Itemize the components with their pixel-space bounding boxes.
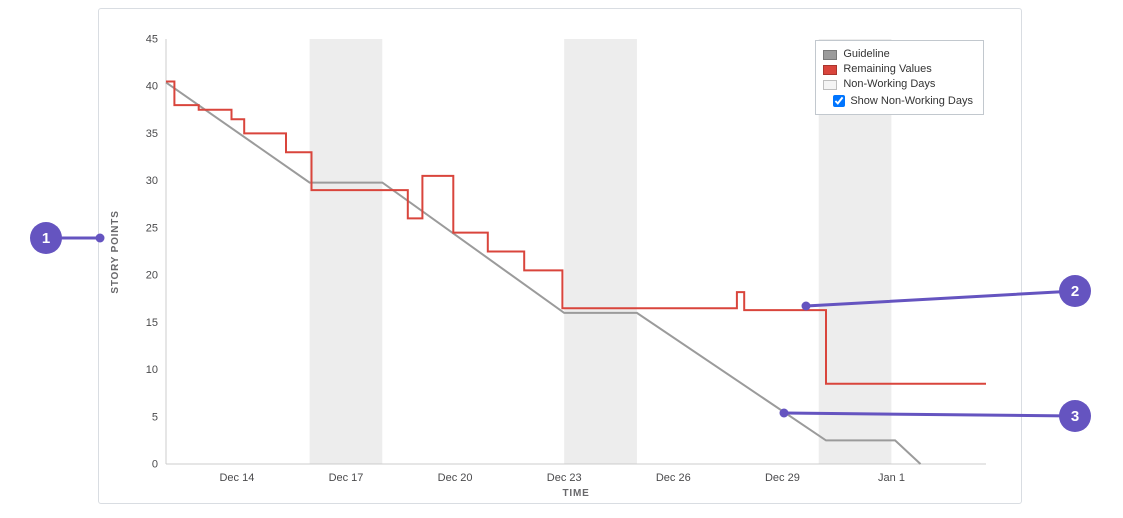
y-tick-label: 45	[146, 34, 158, 46]
burndown-chart: 0 5 10 15 20 25 30 35 40 45 Dec 14 Dec 17 Dec 20 Dec …	[110, 34, 986, 499]
guideline-line	[165, 81, 922, 465]
guideline-swatch	[823, 49, 838, 60]
y-tick-label: 40	[146, 81, 158, 93]
non-working-day-bands	[309, 39, 892, 464]
y-tick-label: 30	[146, 175, 158, 187]
y-tick-label: 0	[152, 459, 158, 471]
burndown-chart-card: 0 5 10 15 20 25 30 35 40 45 Dec 14 Dec 17 Dec 20 Dec …	[98, 8, 1022, 504]
show-non-working-days-label: Show Non-Working Days	[850, 94, 973, 107]
legend-item-remaining-values: Remaining Values	[823, 63, 973, 76]
legend-label-remaining-values: Remaining Values	[843, 63, 932, 76]
show-non-working-days-checkbox[interactable]	[833, 95, 846, 108]
remaining-values-line	[166, 80, 986, 385]
non-working-day-band	[309, 39, 383, 464]
non-working-day-band	[564, 39, 637, 464]
show-non-working-days-option: Show Non-Working Days	[833, 95, 973, 108]
chart-legend: Guideline Remaining Values Non-Working D…	[815, 40, 984, 115]
y-tick-label: 15	[146, 317, 158, 329]
y-tick-label: 35	[146, 128, 158, 140]
y-tick-label: 5	[152, 411, 158, 423]
callout-badge-1: 1	[30, 222, 62, 254]
remaining-values-swatch	[823, 64, 838, 75]
callout-badge-3: 3	[1059, 400, 1091, 432]
legend-item-non-working-days: Non-Working Days	[823, 78, 973, 91]
x-tick-label: Dec 20	[438, 472, 473, 484]
legend-label-non-working-days: Non-Working Days	[843, 78, 936, 91]
x-tick-label: Jan 1	[878, 472, 905, 484]
y-tick-label: 25	[146, 222, 158, 234]
x-tick-label: Dec 26	[656, 472, 691, 484]
y-tick-label: 20	[146, 270, 158, 282]
x-tick-label: Dec 29	[765, 472, 800, 484]
x-axis-title: TIME	[562, 488, 589, 499]
non-working-days-swatch	[823, 79, 838, 90]
x-tick-label: Dec 17	[329, 472, 364, 484]
x-tick-label: Dec 23	[547, 472, 582, 484]
legend-item-guideline: Guideline	[823, 48, 973, 61]
x-tick-label: Dec 14	[219, 472, 254, 484]
callout-badge-3-number: 3	[1070, 407, 1080, 425]
chart-series	[165, 80, 986, 465]
chart-tick-labels: 0 5 10 15 20 25 30 35 40 45 Dec 14 Dec 17 Dec 20 Dec …	[146, 34, 905, 485]
y-axis-title: STORY POINTS	[110, 210, 121, 293]
callout-badge-2: 2	[1059, 275, 1091, 307]
legend-label-guideline: Guideline	[843, 48, 890, 60]
chart-axes	[165, 39, 986, 465]
y-tick-label: 10	[146, 364, 158, 376]
callout-badge-1-number: 1	[41, 229, 51, 247]
callout-badge-2-number: 2	[1070, 282, 1080, 300]
